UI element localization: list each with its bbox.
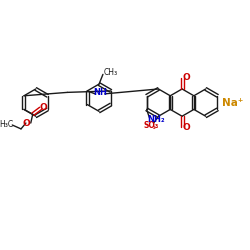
Text: NH: NH [93,88,107,97]
Text: Na⁺: Na⁺ [222,98,243,108]
Text: O: O [40,103,47,112]
Text: ²⁻: ²⁻ [152,127,158,132]
Text: O: O [23,118,31,128]
Text: CH₃: CH₃ [104,68,118,77]
Text: O: O [182,73,190,82]
Text: H₃C: H₃C [0,120,14,128]
Text: O: O [182,124,190,132]
Text: NH₂: NH₂ [148,115,165,124]
Text: SO₃: SO₃ [143,122,158,130]
